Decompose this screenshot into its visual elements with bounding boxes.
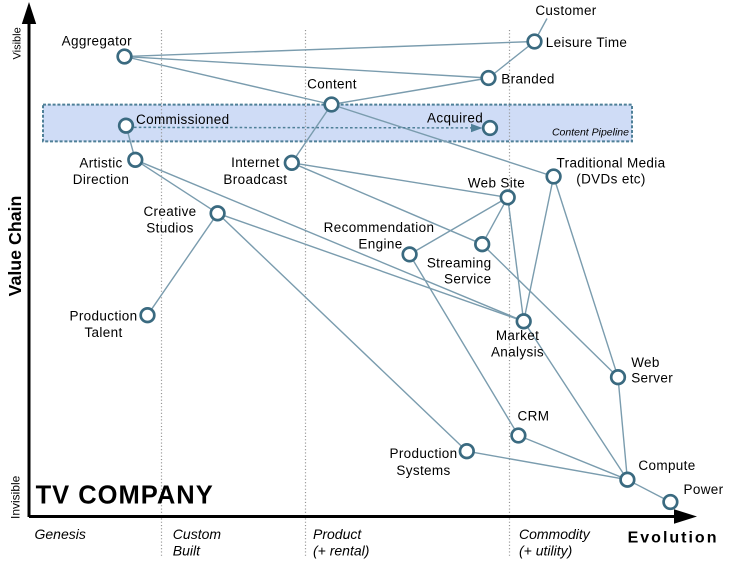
svg-text:Visible: Visible <box>12 27 24 59</box>
svg-text:Commodity: Commodity <box>519 526 591 542</box>
svg-text:Content: Content <box>307 77 357 92</box>
svg-text:Leisure Time: Leisure Time <box>546 35 627 50</box>
svg-text:Talent: Talent <box>84 325 122 340</box>
svg-text:Artistic: Artistic <box>79 155 122 170</box>
svg-text:Streaming: Streaming <box>427 255 492 270</box>
svg-text:Branded: Branded <box>501 72 555 87</box>
svg-text:Web: Web <box>631 355 660 370</box>
svg-text:Market: Market <box>496 328 539 343</box>
svg-text:Internet: Internet <box>231 155 280 170</box>
svg-text:Direction: Direction <box>73 172 129 187</box>
svg-text:Broadcast: Broadcast <box>223 172 287 187</box>
svg-text:Engine: Engine <box>358 237 402 252</box>
svg-text:Evolution: Evolution <box>628 530 719 547</box>
svg-text:Production: Production <box>389 446 457 461</box>
svg-text:TV COMPANY: TV COMPANY <box>36 482 214 510</box>
svg-text:Invisible: Invisible <box>9 475 23 519</box>
svg-text:Service: Service <box>444 272 491 287</box>
svg-text:Compute: Compute <box>638 458 695 473</box>
svg-text:Recommendation: Recommendation <box>324 220 435 235</box>
svg-text:Custom: Custom <box>173 526 222 542</box>
svg-text:CRM: CRM <box>518 409 550 424</box>
svg-text:Web Site: Web Site <box>468 176 525 191</box>
svg-text:Server: Server <box>631 371 673 386</box>
svg-text:Studios: Studios <box>146 221 193 236</box>
svg-text:(+ utility): (+ utility) <box>519 543 572 559</box>
svg-text:Traditional Media: Traditional Media <box>557 156 666 171</box>
svg-text:Analysis: Analysis <box>491 345 544 360</box>
svg-text:Production: Production <box>69 308 137 323</box>
svg-text:Acquired: Acquired <box>427 111 483 126</box>
svg-text:Creative: Creative <box>143 204 196 219</box>
svg-text:Customer: Customer <box>535 3 596 18</box>
svg-text:Systems: Systems <box>396 463 450 478</box>
svg-text:Built: Built <box>173 543 201 559</box>
svg-text:Power: Power <box>684 482 724 497</box>
svg-text:Genesis: Genesis <box>35 526 86 542</box>
svg-text:Product: Product <box>313 526 362 542</box>
svg-text:Aggregator: Aggregator <box>62 34 132 49</box>
svg-text:(DVDs etc): (DVDs etc) <box>576 171 646 186</box>
svg-text:Content Pipeline: Content Pipeline <box>552 127 629 139</box>
svg-text:Value Chain: Value Chain <box>5 196 25 297</box>
svg-text:Commissioned: Commissioned <box>136 112 229 127</box>
svg-text:(+ rental): (+ rental) <box>313 543 369 559</box>
